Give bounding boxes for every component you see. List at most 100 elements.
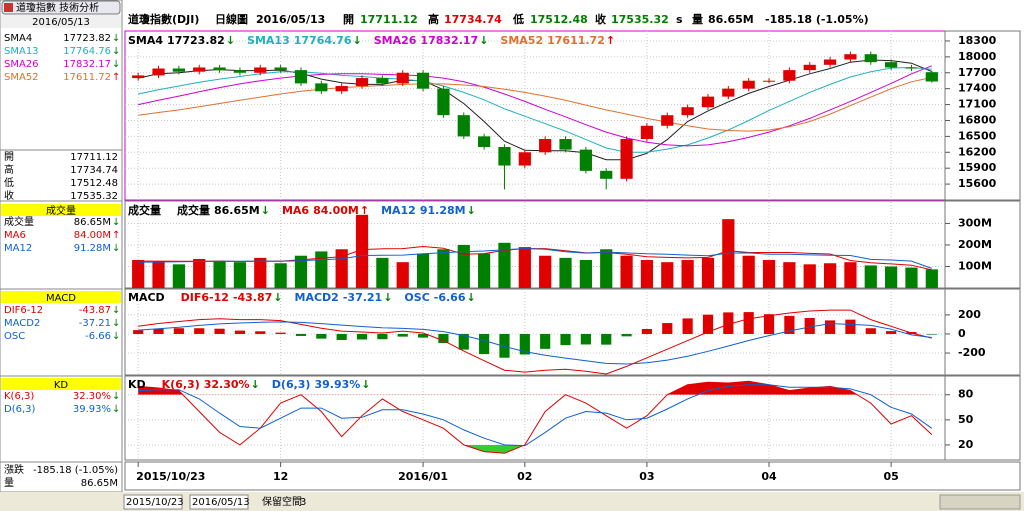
candle-body: [254, 67, 267, 73]
candle-body: [600, 170, 613, 179]
candle-body: [416, 72, 430, 89]
info-row-value: 17723.82: [63, 33, 111, 44]
start-date-box[interactable]: [123, 494, 183, 510]
info-row-name: SMA4: [4, 33, 32, 44]
x-tick-label: 12: [273, 470, 288, 483]
info-row-value: 91.28M: [74, 243, 111, 254]
info-row-name: SMA13: [4, 46, 39, 57]
legend-trend: ↓: [479, 34, 488, 47]
osc-bar: [417, 333, 429, 338]
header-value: 17734.74: [444, 13, 502, 26]
toolbar-buttons[interactable]: [939, 494, 1021, 510]
volume-bar: [823, 263, 837, 288]
osc-bar: [662, 323, 673, 334]
candle-body: [152, 68, 165, 76]
candle-body: [742, 80, 755, 89]
legend-value: 17832.17: [420, 34, 478, 47]
volume-bar: [905, 267, 918, 288]
info-row-trend: ↓: [112, 46, 120, 57]
osc-bar: [133, 330, 144, 334]
candle-body: [335, 86, 348, 92]
osc-bar: [275, 332, 286, 334]
candle-body: [315, 83, 328, 92]
volume-bar: [315, 251, 328, 288]
indicator-line: [138, 65, 932, 147]
volume-value: 86.65M: [81, 478, 118, 489]
info-row-name: DIF6-12: [4, 305, 43, 316]
legend-trend: ↓: [353, 34, 362, 47]
indicator-line: [138, 380, 933, 454]
legend-name: SMA52: [500, 34, 543, 47]
legend-value: 17611.72: [547, 34, 605, 47]
legend-trend: ↓: [251, 378, 260, 391]
ohlc-value: 17535.32: [70, 191, 118, 202]
legend-value: 17764.76: [294, 34, 352, 47]
y-tick-label: 200M: [958, 238, 992, 251]
candle-body: [640, 125, 654, 140]
info-row-name: OSC: [4, 331, 25, 342]
osc-bar: [153, 328, 164, 334]
volume-bar: [539, 255, 552, 288]
info-row-trend: ↓: [112, 331, 120, 342]
toolbar: [0, 492, 1024, 511]
end-date[interactable]: 2016/05/13: [192, 497, 250, 508]
volume-bar: [559, 257, 572, 288]
volume-bar: [600, 249, 613, 288]
candle-body: [620, 139, 633, 179]
x-tick-label: 05: [883, 470, 898, 483]
info-date: 2016/05/13: [32, 17, 90, 28]
candle-body: [885, 62, 898, 68]
indicator-line: [138, 248, 932, 269]
osc-bar: [255, 331, 266, 334]
osc-bar: [194, 328, 205, 334]
ohlc-value: 17711.12: [70, 152, 118, 163]
header-value: 86.65M: [708, 13, 754, 26]
osc-bar: [824, 320, 836, 334]
osc-bar: [173, 328, 184, 334]
candle-body: [539, 139, 552, 153]
volume-bar: [620, 255, 633, 288]
legend-value: 84.00M: [313, 204, 359, 217]
ohlc-label: 高: [4, 163, 14, 176]
end-date-box[interactable]: [189, 494, 249, 510]
x-tick-label: 04: [761, 470, 777, 483]
candle-body: [783, 70, 796, 81]
start-date[interactable]: 2015/10/23: [126, 497, 184, 508]
candle-body: [132, 75, 145, 79]
osc-bar: [580, 333, 591, 345]
legend-name: DIF6-12: [181, 291, 229, 304]
panel-title: MACD: [128, 291, 165, 304]
tab-title[interactable]: 道瓊指數 技術分析: [16, 1, 99, 14]
candle-body: [213, 67, 226, 71]
osc-bar: [621, 333, 632, 337]
volume-label: 量: [4, 477, 14, 489]
info-section-title: MACD: [46, 293, 76, 304]
reserve-value[interactable]: 3: [300, 497, 306, 508]
y-tick-label: 16200: [958, 145, 997, 158]
legend-trend: ↓: [273, 291, 282, 304]
tab[interactable]: [1, 0, 121, 15]
axis-frame: [944, 375, 1021, 461]
candle-body: [396, 72, 409, 84]
osc-bar: [499, 333, 510, 358]
osc-bar: [865, 328, 876, 334]
info-row-value: 17832.17: [63, 59, 111, 70]
osc-bar: [682, 318, 693, 334]
volume-bar: [681, 260, 694, 288]
osc-bar: [723, 312, 734, 334]
candle-body: [579, 149, 592, 171]
header-date: 2016/05/13: [256, 13, 325, 26]
indicator-line: [138, 76, 932, 132]
candle-body: [925, 72, 938, 82]
info-row-value: -6.66: [85, 331, 111, 342]
y-tick-label: 80: [958, 388, 974, 401]
ohlc-label: 開: [4, 151, 14, 163]
header-label: 量: [692, 13, 703, 26]
ohlc-label: 收: [4, 189, 14, 202]
candle-body: [518, 152, 531, 166]
legend-value: -6.66: [434, 291, 466, 304]
header-value: 17512.48: [530, 13, 588, 26]
y-tick-label: 15900: [958, 161, 997, 174]
osc-bar: [458, 333, 469, 350]
